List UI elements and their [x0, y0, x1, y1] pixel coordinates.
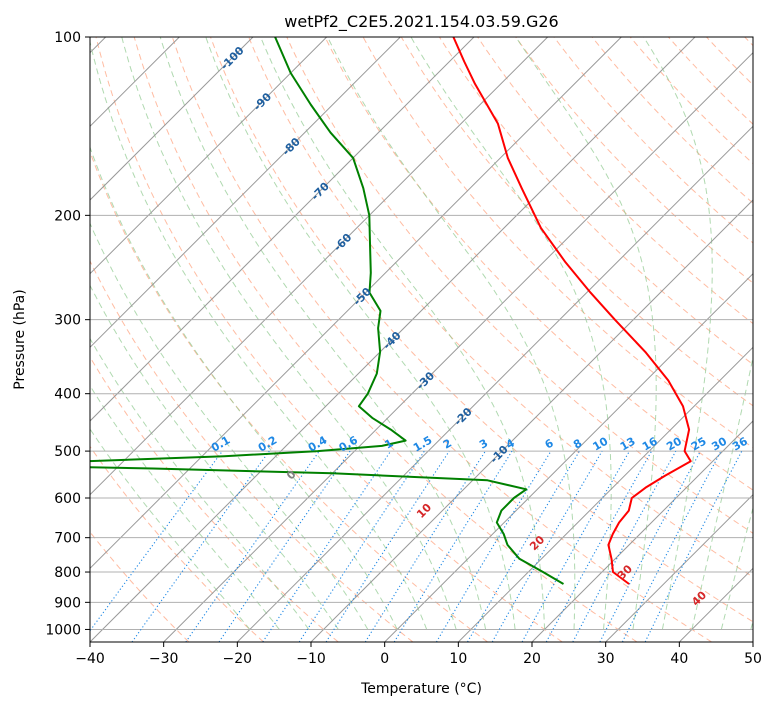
- dry-adiabat-line: [133, 37, 638, 642]
- y-tick-label: 300: [54, 313, 81, 329]
- mixing-ratio-line: [467, 450, 580, 642]
- moist-adiabat-line: [90, 39, 428, 630]
- mixing-ratio-line: [218, 450, 351, 642]
- isotherm-line: [605, 493, 753, 642]
- isotherm-line: [90, 37, 696, 642]
- x-tick-label: 20: [523, 651, 541, 667]
- dry-adiabat-line: [324, 37, 753, 491]
- dry-adiabat-line: [210, 37, 753, 623]
- y-tick-label: 800: [54, 565, 81, 581]
- x-tick-label: −30: [149, 651, 179, 667]
- mixing-ratio-line: [435, 450, 552, 642]
- x-tick-label: −40: [75, 651, 105, 667]
- moist-adiabat-line: [643, 37, 713, 630]
- isotherm-line: [90, 37, 475, 422]
- isotherm-line: [90, 37, 549, 496]
- plot-frame: [89, 36, 754, 643]
- x-tick-label: 10: [449, 651, 467, 667]
- mixing-ratio-line: [262, 450, 392, 642]
- chart-title: wetPf2_C2E5.2021.154.03.59.G26: [284, 12, 558, 32]
- moist-adiabat-line: [691, 354, 753, 630]
- moist-adiabat-line: [327, 37, 576, 630]
- dry-adiabat-line: [95, 37, 563, 642]
- moist-adiabat-line: [410, 37, 612, 630]
- temperature-line: [452, 37, 692, 585]
- moist-adiabat-line: [90, 384, 280, 630]
- y-tick-label: 1000: [45, 622, 81, 638]
- x-tick-label: −20: [223, 651, 253, 667]
- moist-adiabat-line: [205, 37, 516, 630]
- mixing-ratio-line: [393, 450, 513, 642]
- data-lines: [90, 37, 692, 585]
- x-axis-title: Temperature (°C): [360, 681, 482, 697]
- moist-adiabat-line: [720, 505, 753, 630]
- isotherm-line: [310, 199, 753, 642]
- y-tick-label: 200: [54, 208, 81, 224]
- moist-adiabat-line: [90, 222, 369, 630]
- y-tick-label: 700: [54, 531, 81, 547]
- y-axis-title: Pressure (hPa): [12, 289, 28, 389]
- mixing-ratio-line: [644, 450, 743, 642]
- dry-adiabat-line: [90, 445, 264, 642]
- mixing-ratio-line: [621, 450, 722, 642]
- y-tick-label: 100: [54, 30, 81, 46]
- y-tick-label: 400: [54, 387, 81, 403]
- dry-adiabat-line: [90, 259, 414, 642]
- moist-adiabat-line: [159, 37, 487, 630]
- dewpoint-line: [90, 37, 565, 585]
- isotherm-line: [90, 37, 254, 201]
- moist-adiabat-line: [90, 428, 251, 630]
- tick-layer: −40 −30 −20 −10 0 10 20 30 40 50 100 200 300 400 500 60…: [45, 30, 762, 667]
- y-tick-label: 500: [54, 444, 81, 460]
- moist-adiabat-line: [260, 37, 546, 630]
- mixing-ratio-line: [491, 450, 603, 642]
- isotherm-line: [531, 420, 753, 642]
- x-tick-label: 40: [670, 651, 688, 667]
- isotherm-line: [90, 37, 622, 570]
- moist-adiabat-line: [90, 284, 339, 630]
- mixing-ratio-line: [599, 450, 701, 642]
- y-tick-label: 600: [54, 491, 81, 507]
- y-tick-label: 900: [54, 595, 81, 611]
- isotherm-line: [236, 125, 753, 642]
- isotherm-line: [457, 346, 753, 642]
- x-tick-label: 0: [380, 651, 389, 667]
- x-tick-label: 30: [597, 651, 615, 667]
- mixing-ratio-line: [90, 450, 223, 632]
- isotherm-line: [163, 51, 753, 642]
- dry-adiabat-line: [248, 37, 753, 578]
- moist-adiabat-line: [90, 337, 310, 630]
- dry-adiabat-line: [515, 37, 753, 284]
- moist-adiabat-line: [515, 37, 657, 630]
- isotherm-line: [90, 37, 401, 349]
- background-lines: [90, 37, 753, 642]
- isotherm-line: [384, 272, 753, 642]
- dry-adiabat-line: [286, 37, 753, 534]
- isotherm-line: [90, 37, 328, 275]
- dry-adiabat-line: [171, 37, 712, 642]
- x-tick-label: −10: [296, 651, 326, 667]
- x-tick-label: 50: [744, 651, 762, 667]
- mixing-ratio-line: [131, 450, 270, 642]
